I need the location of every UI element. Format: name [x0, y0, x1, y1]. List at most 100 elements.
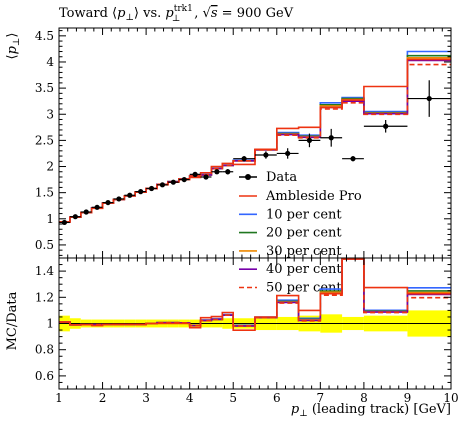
legend-entry-ambleside-pro: Ambleside Pro	[239, 189, 362, 204]
legend-label: 40 per cent	[266, 262, 342, 277]
y-tick-label: 1.5	[35, 186, 54, 200]
data-point	[298, 133, 321, 148]
ratio-histograms	[59, 258, 451, 331]
y-tick-label: 0.5	[35, 238, 54, 252]
legend-entries: Ambleside Pro 10 per cent 20 per cent 30 pe…	[239, 189, 362, 296]
data-point-marker	[61, 219, 68, 226]
legend: Data Ambleside Pro 10 per cent 20 per cent…	[239, 170, 362, 296]
data-point	[211, 169, 223, 175]
data-point-marker	[94, 204, 100, 210]
data-point-marker	[306, 137, 313, 143]
legend-entry-40-per-cent: 40 per cent	[239, 262, 342, 277]
data-point	[178, 176, 190, 183]
data-point	[233, 156, 255, 162]
data-point-marker	[159, 182, 166, 188]
ratio-y-tick-label: 0.8	[35, 343, 54, 357]
y-tick-label: 3	[46, 107, 54, 121]
data-point-marker	[225, 169, 231, 175]
ratio-y-tick-label: 1.4	[35, 264, 54, 278]
y-tick-label: 1	[46, 212, 54, 226]
data-point	[124, 192, 136, 198]
ratio-y-axis-ticks: 0.6 0.8 1 1.2 1.4	[35, 264, 451, 383]
y-tick-label: 4.5	[35, 29, 54, 43]
data-point-marker	[127, 192, 133, 198]
data-point	[69, 214, 81, 220]
data-point	[222, 169, 234, 175]
data-point-marker	[383, 123, 389, 129]
legend-label: 10 per cent	[266, 207, 342, 222]
legend-label: Ambleside Pro	[265, 189, 362, 204]
legend-entry-30-per-cent: 30 per cent	[239, 244, 342, 259]
data-point-marker	[170, 179, 176, 185]
data-point-marker	[83, 209, 89, 215]
legend-entry-20-per-cent: 20 per cent	[239, 226, 342, 241]
data-point-marker	[263, 152, 269, 158]
data-point	[167, 179, 179, 185]
x-tick-label: 1	[55, 391, 63, 405]
data-point	[91, 204, 103, 210]
data-point-marker	[116, 196, 122, 202]
y-tick-label: 4	[46, 55, 54, 69]
data-points	[59, 80, 451, 226]
y-tick-label: 2	[46, 160, 54, 174]
y-tick-label: 3.5	[35, 81, 54, 95]
x-axis-label: p⊥ (leading track) [GeV]	[291, 402, 451, 419]
data-point	[200, 174, 212, 180]
y-tick-label: 2.5	[35, 133, 54, 147]
ratio-panel: 0.6 0.8 1 1.2 1.4 1 2 3 4 5 6 7 8 9 10	[35, 257, 459, 405]
mc-histograms	[59, 50, 451, 223]
data-point	[80, 209, 92, 215]
data-point	[113, 196, 125, 202]
x-tick-label: 6	[273, 391, 281, 405]
data-point	[320, 128, 343, 147]
data-point	[102, 199, 114, 206]
series-line-50-per-cent	[59, 63, 451, 223]
legend-entry-10-per-cent: 10 per cent	[239, 207, 342, 222]
chart-title: Toward ⟨p⊥⟩ vs. ptrk1 ⊥, √s = 900 GeV	[59, 4, 294, 24]
data-point	[342, 156, 364, 162]
data-point-marker	[138, 189, 144, 195]
x-axis-ticks	[58, 28, 452, 258]
legend-data-marker	[245, 174, 251, 180]
x-tick-label: 5	[229, 391, 237, 405]
data-point	[255, 151, 277, 159]
data-point	[276, 148, 299, 159]
ratio-line-ambleside-pro	[59, 258, 451, 331]
main-panel: 0.5 1 1.5 2 2.5 3 3.5 4 4.5 Data Ambleside Pro 10…	[35, 27, 452, 296]
ratio-panel-frame	[58, 257, 452, 390]
ratio-x-axis-ticks: 1 2 3 4 5 6 7 8 9 10	[55, 258, 459, 405]
data-point-marker	[241, 156, 247, 162]
data-point	[157, 182, 168, 188]
y-axis-label: ⟨p⊥⟩	[5, 33, 22, 60]
data-point-marker	[148, 185, 155, 192]
ratio-y-tick-label: 0.6	[35, 369, 54, 383]
x-tick-label: 10	[443, 391, 458, 405]
data-point-marker	[328, 135, 334, 141]
data-point	[363, 120, 408, 133]
x-tick-label: 4	[186, 391, 194, 405]
data-point-marker	[181, 176, 187, 183]
x-tick-label: 2	[99, 391, 107, 405]
data-point-marker	[426, 95, 432, 102]
data-point	[407, 80, 451, 117]
x-tick-label: 9	[404, 391, 412, 405]
series-line-ambleside-pro	[59, 58, 451, 223]
data-point-marker	[192, 171, 198, 177]
data-point	[146, 185, 157, 192]
legend-data-label: Data	[266, 170, 297, 185]
data-point-marker	[214, 169, 220, 175]
ratio-y-tick-label: 1	[46, 317, 54, 331]
data-point-marker	[203, 174, 209, 180]
data-point-marker	[72, 214, 78, 220]
data-point-marker	[350, 156, 356, 162]
data-point	[59, 219, 70, 226]
data-point	[135, 189, 147, 195]
legend-data: Data	[239, 170, 297, 185]
data-point	[189, 171, 201, 177]
main-panel-frame	[58, 27, 452, 259]
x-tick-label: 7	[317, 391, 325, 405]
y-axis-ticks: 0.5 1 1.5 2 2.5 3 3.5 4 4.5	[35, 29, 451, 256]
x-tick-label: 3	[142, 391, 150, 405]
x-tick-label: 8	[360, 391, 368, 405]
